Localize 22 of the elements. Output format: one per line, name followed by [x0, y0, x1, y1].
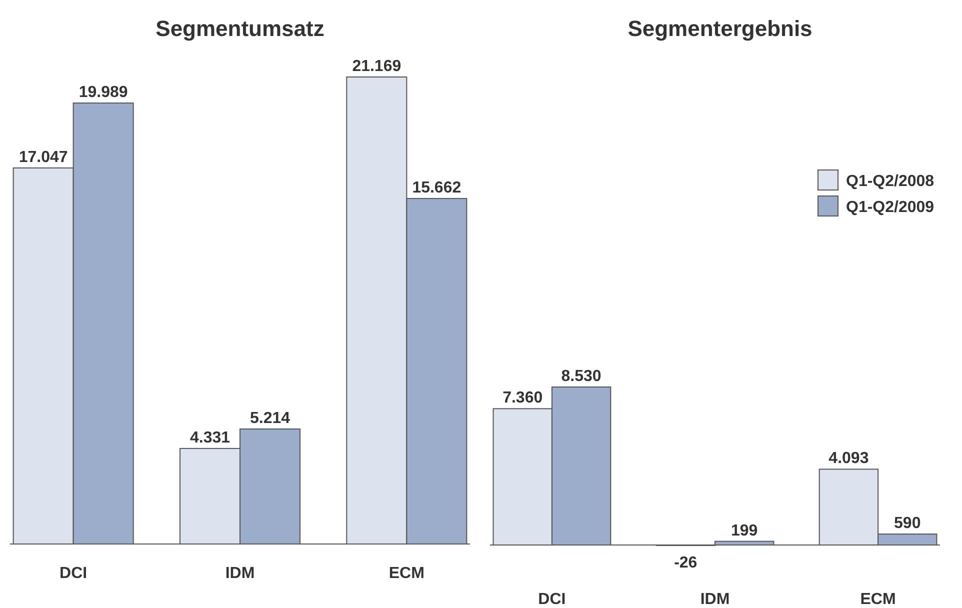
x-tick-label: IDM — [225, 565, 255, 582]
x-tick-label: DCI — [60, 565, 88, 582]
x-tick-label: ECM — [860, 591, 896, 608]
data-label: 590 — [894, 515, 921, 532]
data-label: -26 — [674, 554, 698, 572]
data-label: 19.989 — [78, 84, 128, 102]
x-tick-label: ECM — [388, 565, 424, 582]
data-label: 4.093 — [828, 450, 869, 468]
data-label: 4.331 — [190, 429, 230, 446]
data-label: 7.360 — [502, 390, 543, 407]
x-tick-label: DCI — [538, 591, 566, 608]
data-label: 8.530 — [561, 368, 602, 385]
x-tick-label: IDM — [700, 591, 730, 608]
data-label: 21.169 — [352, 58, 402, 75]
legend-label: Q1-Q2/2008 — [846, 173, 934, 190]
data-label: 199 — [730, 522, 758, 540]
chart-title: Segmentergebnis — [628, 16, 812, 41]
data-label: 15.662 — [412, 179, 462, 196]
chart-title: Segmentumsatz — [156, 16, 324, 41]
data-label: 17.047 — [18, 148, 68, 166]
legend-label: Q1-Q2/2009 — [846, 199, 934, 216]
data-label: 5.214 — [250, 410, 290, 427]
